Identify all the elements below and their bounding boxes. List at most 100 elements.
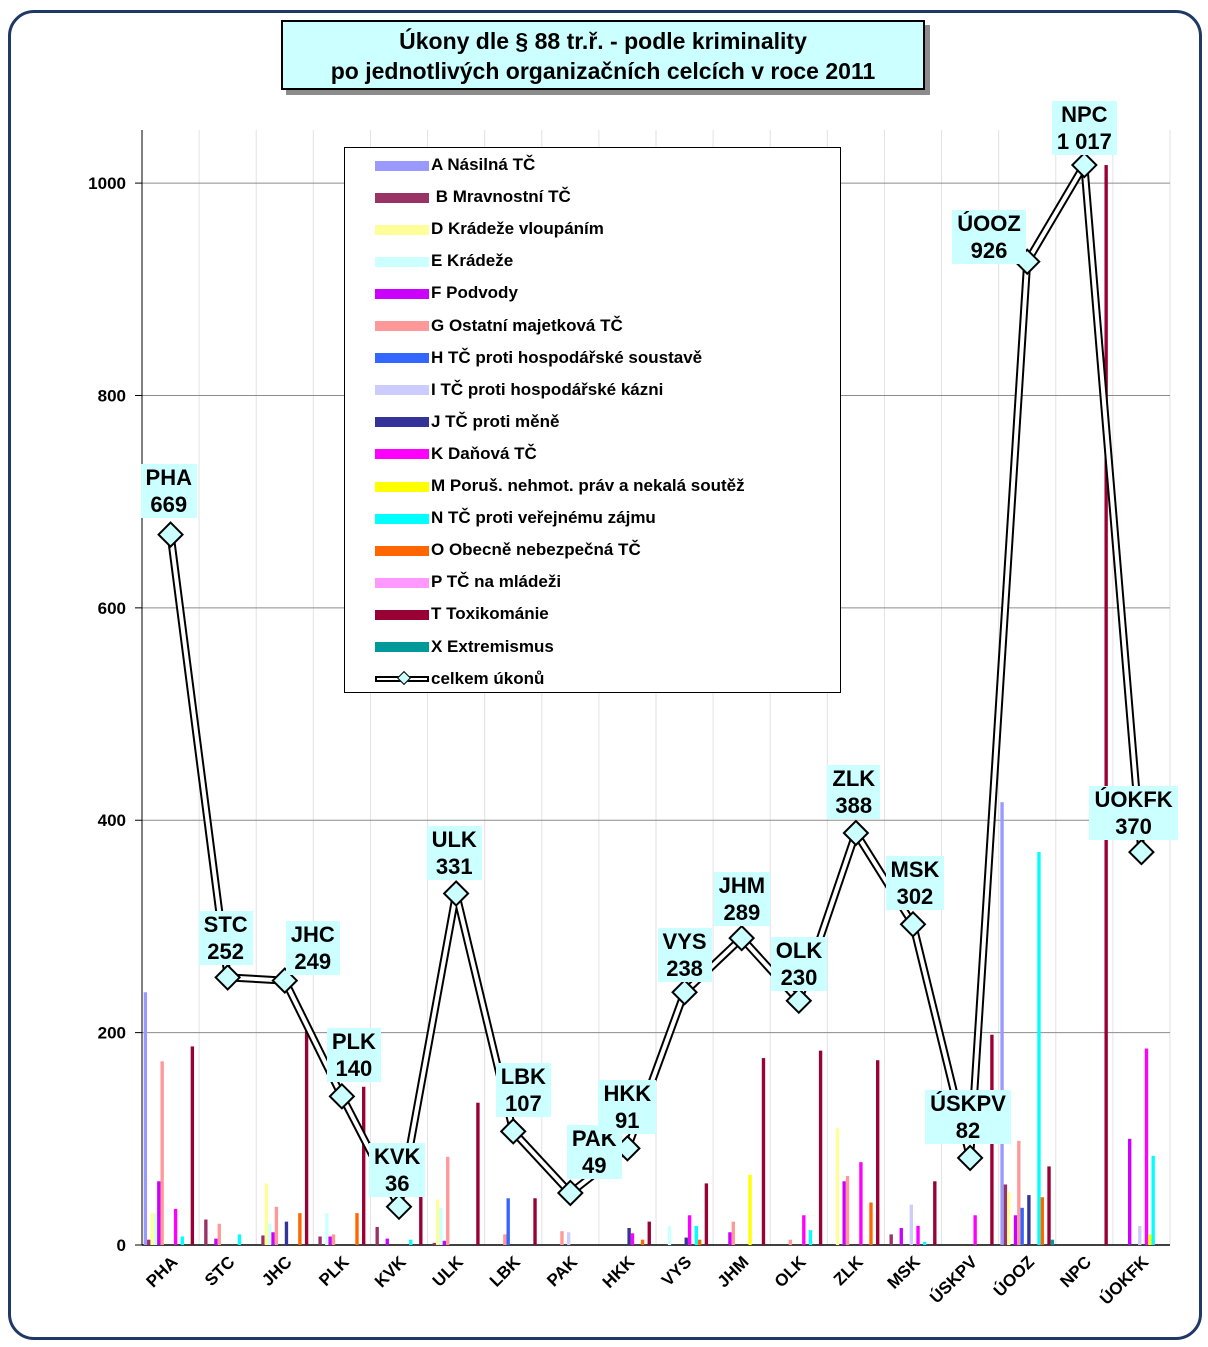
bar — [331, 1234, 336, 1245]
data-label-category: LBK — [500, 1064, 546, 1090]
bar — [1007, 1191, 1011, 1245]
bar — [503, 1234, 507, 1245]
x-tick-label: STC — [201, 1252, 238, 1289]
legend: A Násilná TČ B Mravnostní TČ D Krádeže vl… — [344, 147, 841, 693]
legend-item: N TČ proti veřejnému zájmu — [375, 505, 656, 531]
bar — [180, 1236, 184, 1245]
x-tick-label: PAK — [543, 1252, 581, 1290]
data-label: NPC 1 017 — [1051, 101, 1117, 156]
data-label-category: JHC — [290, 921, 335, 947]
bar — [190, 1046, 195, 1245]
total-marker — [785, 987, 813, 1015]
bar — [375, 1226, 379, 1245]
bar — [442, 1240, 447, 1245]
x-tick-label: MSK — [884, 1252, 925, 1293]
legend-label: J TČ proti měně — [431, 411, 560, 431]
total-marker — [556, 1179, 584, 1207]
total-marker — [328, 1082, 356, 1110]
bar — [1017, 1140, 1021, 1245]
bar — [566, 1232, 571, 1245]
bar — [889, 1234, 893, 1245]
legend-item: P TČ na mládeži — [375, 569, 561, 595]
legend-item: J TČ proti měně — [375, 409, 559, 435]
data-label-category: PHA — [145, 464, 192, 490]
x-tick-label: ZLK — [830, 1252, 867, 1289]
bar — [909, 1204, 913, 1245]
bar — [409, 1239, 413, 1245]
legend-item: I TČ proti hospodářské kázni — [375, 377, 663, 403]
bar — [731, 1221, 735, 1245]
bar — [439, 1207, 443, 1245]
data-label-value: 249 — [294, 948, 332, 974]
bar — [1013, 1215, 1018, 1245]
bar — [697, 1239, 702, 1245]
bar — [261, 1235, 265, 1245]
x-tick-label: KVK — [371, 1252, 410, 1291]
bar — [647, 1221, 651, 1245]
data-label-value: 82 — [955, 1117, 981, 1143]
total-marker — [385, 1193, 413, 1221]
data-label: PLK 140 — [326, 1028, 381, 1083]
data-label-value: 230 — [780, 964, 818, 990]
data-label-value: 140 — [335, 1056, 373, 1082]
data-label-value: 289 — [723, 900, 761, 926]
x-tick-label: HKK — [599, 1252, 639, 1292]
legend-label: O Obecně nebezpečná TČ — [431, 540, 641, 560]
legend-item-total: celkem úkonů — [375, 666, 544, 692]
bar — [355, 1213, 359, 1245]
legend-label: T Toxikománie — [431, 604, 549, 624]
legend-swatch — [375, 385, 429, 396]
bar — [284, 1221, 289, 1245]
data-label: ZLK 388 — [827, 764, 881, 819]
legend-item: T Toxikománie — [375, 601, 549, 627]
legend-label: E Krádeže — [431, 251, 514, 271]
legend-swatch — [375, 192, 429, 203]
bar — [143, 992, 148, 1245]
x-tick-label: LBK — [486, 1252, 525, 1291]
data-label: KVK 36 — [369, 1142, 426, 1197]
total-marker — [271, 967, 299, 995]
legend-item: M Poruš. nehmot. práv a nekalá soutěž — [375, 473, 745, 499]
data-label: OLK 230 — [770, 936, 828, 991]
data-label-value: 388 — [835, 792, 873, 818]
bar — [876, 1060, 880, 1245]
data-label-value: 91 — [615, 1108, 640, 1134]
chart-title-line1: Úkony dle § 88 tr.ř. - podle kriminality — [399, 28, 807, 54]
data-label: ÚSKPV 82 — [925, 1089, 1011, 1144]
legend-swatch — [375, 353, 429, 364]
data-label: PHA 669 — [140, 463, 197, 518]
legend-item: K Daňová TČ — [375, 441, 537, 467]
bar — [630, 1233, 635, 1245]
total-marker — [899, 910, 927, 938]
bar — [748, 1174, 752, 1245]
data-label-value: 302 — [896, 884, 934, 910]
bar — [298, 1213, 302, 1245]
legend-swatch — [375, 321, 429, 332]
data-label-category: VYS — [662, 929, 707, 955]
bar — [916, 1225, 920, 1245]
legend-label: A Násilná TČ — [431, 155, 536, 174]
total-marker — [157, 521, 184, 549]
bar — [973, 1215, 977, 1245]
x-tick-label: ÚOKFK — [1096, 1252, 1153, 1309]
bar — [835, 1128, 840, 1245]
legend-line-swatch — [375, 676, 429, 683]
bar — [818, 1050, 823, 1245]
bar — [842, 1181, 846, 1245]
data-label-category: MSK — [890, 857, 940, 883]
bar — [1000, 802, 1004, 1245]
bar — [1003, 1184, 1008, 1245]
bar — [1047, 1166, 1051, 1245]
legend-label: P TČ na mládeži — [431, 572, 562, 592]
data-label-category: ÚOKFK — [1094, 787, 1173, 813]
bar — [419, 1158, 423, 1245]
legend-swatch — [375, 513, 429, 524]
data-label: MSK 302 — [885, 856, 945, 911]
bar — [435, 1199, 440, 1245]
bar — [1027, 1195, 1031, 1245]
legend-item: G Ostatní majetková TČ — [375, 313, 623, 339]
x-tick-label: OLK — [771, 1252, 810, 1291]
x-tick-label: NPC — [1056, 1252, 1095, 1291]
data-label: LBK 107 — [495, 1063, 551, 1118]
legend-swatch — [375, 481, 429, 492]
